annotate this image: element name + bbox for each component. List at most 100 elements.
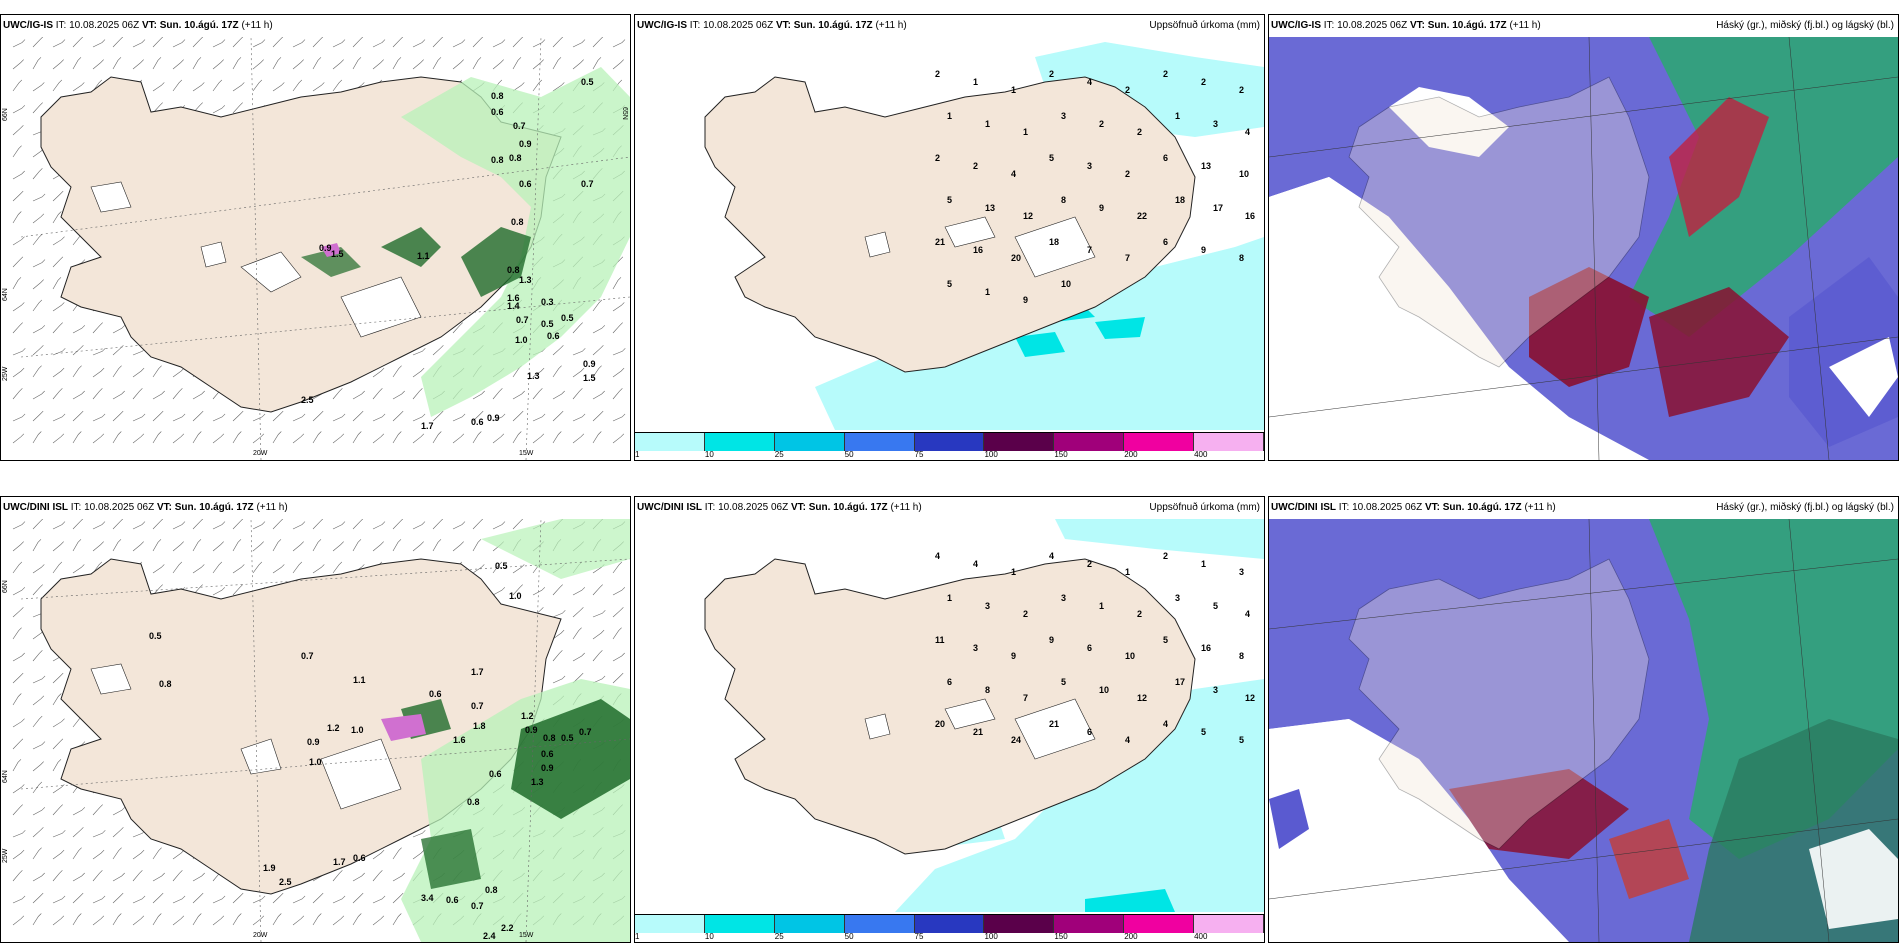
wind-value: 0.7	[301, 651, 314, 661]
wind-value: 1.9	[263, 863, 276, 873]
wind-barb	[592, 431, 602, 444]
colorbar-label: 100	[984, 450, 998, 459]
lat-label-64: 64N	[2, 288, 9, 301]
wind-barb	[52, 849, 65, 860]
precip-value: 6	[1163, 237, 1168, 247]
wind-barb	[152, 892, 164, 904]
wind-value: 0.8	[159, 679, 172, 689]
wind-value: 0.9	[319, 243, 332, 253]
precip-value: 8	[1239, 253, 1244, 263]
precip-map: 4 4 1 4 2 1 2 1 3 1 3 2 3 1 2 3 5 4 11 3 9 9 6 10 5 16 8 6 8 7 5 10 12 17…	[635, 519, 1264, 942]
precip-value: 8	[1061, 195, 1066, 205]
wind-barb	[352, 519, 364, 530]
precip-value: 3	[1213, 119, 1218, 129]
precip-value: 4	[1163, 719, 1168, 729]
precip-value: 12	[1245, 693, 1255, 703]
precip-value: 2	[973, 161, 978, 171]
wind-barb	[72, 82, 85, 92]
wind-barb	[52, 322, 63, 334]
precip-value: 4	[973, 559, 978, 569]
colorbar-segment	[1194, 915, 1264, 933]
wind-barb	[112, 892, 124, 904]
vt-label: VT:	[790, 502, 806, 513]
wind-value: 0.8	[509, 153, 522, 163]
colorbar-segment	[635, 433, 705, 451]
wind-barb	[132, 849, 145, 860]
wind-barb	[12, 849, 25, 860]
wind-barb	[232, 539, 242, 552]
wind-barb	[92, 59, 104, 70]
wind-barb	[412, 521, 426, 530]
precip-value: 9	[1011, 651, 1016, 661]
wind-barb	[152, 539, 162, 552]
precip-value: 5	[1239, 735, 1244, 745]
wind-barb	[612, 348, 626, 356]
wind-barb	[592, 37, 604, 48]
wind-barb	[452, 521, 466, 530]
cloud-map-svg	[1269, 519, 1898, 942]
wind-value-labels: 0.50.80.60.70.80.80.90.6 0.70.81.50.91.10…	[301, 77, 596, 431]
wind-barb	[412, 849, 425, 860]
wind-barb	[172, 39, 186, 48]
wind-barb	[332, 413, 346, 422]
wind-barb	[52, 413, 66, 422]
it-label: IT:	[1338, 502, 1350, 513]
wind-barb	[212, 105, 226, 114]
colorbar-segment	[1194, 433, 1264, 451]
wind-barb	[232, 37, 244, 48]
wind-value: 1.8	[473, 721, 486, 731]
wind-barb	[532, 388, 543, 400]
precip-value: 7	[1023, 693, 1028, 703]
wind-barb	[592, 610, 606, 618]
wind-barb	[152, 584, 163, 596]
wind-value: 1.5	[583, 373, 596, 383]
wind-barb	[52, 541, 64, 552]
wind-barb	[292, 915, 305, 926]
wind-barb	[152, 872, 165, 882]
wind-barb	[332, 433, 345, 444]
wind-barb	[392, 872, 405, 882]
wind-barb	[612, 627, 622, 640]
wind-value: 1.0	[309, 757, 322, 767]
wind-barb	[132, 388, 143, 400]
wind-barb	[152, 913, 162, 926]
wind-barb	[332, 39, 346, 48]
precip-map-panel-top: UWC/IG-IS IT: 10.08.2025 06Z VT: Sun. 10…	[634, 14, 1265, 461]
precip-value: 4	[1087, 77, 1092, 87]
wind-barb	[612, 322, 623, 334]
wind-barb	[52, 190, 64, 202]
wind-barb	[532, 59, 544, 70]
wind-barb	[52, 236, 65, 246]
wind-barb	[132, 895, 146, 904]
precip-colorbar: 1 10 25 50 75 100 150 200 400	[635, 432, 1264, 460]
precip-value: 4	[1245, 609, 1250, 619]
colorbar-label: 25	[774, 932, 784, 941]
vt-value: Sun. 10.ágú. 17Z	[174, 502, 254, 513]
wind-barb	[92, 79, 103, 92]
vt-value: Sun. 10.ágú. 17Z	[1442, 502, 1522, 513]
wind-map: 0.5 0.8 0.6 0.7 0.8 0.8 0.9 0.6 0.7 0.8 1.5 0.9 1.1 0…	[1, 37, 630, 460]
colorbar-segment	[774, 915, 845, 933]
wind-barb	[172, 870, 183, 882]
wind-barb	[372, 59, 384, 70]
it-value: 10.08.2025 06Z	[84, 502, 155, 513]
wind-barb	[12, 627, 22, 640]
wind-barb	[52, 561, 63, 574]
wind-barb	[12, 433, 25, 444]
colorbar-label: 400	[1194, 932, 1208, 941]
precip-value: 1	[973, 77, 978, 87]
wind-value: 0.6	[541, 749, 554, 759]
wind-barb	[232, 410, 244, 422]
wind-barb	[552, 584, 563, 596]
wind-barb	[552, 57, 562, 70]
precip-value: 2	[1163, 69, 1168, 79]
wind-barb	[512, 390, 525, 400]
colorbar-labels: 1 10 25 50 75 100 150 200 400	[635, 932, 1264, 942]
wind-barb	[572, 348, 586, 356]
wind-barb	[72, 325, 86, 334]
wind-barb	[192, 872, 205, 882]
wind-barb	[512, 57, 522, 70]
wind-barb	[332, 541, 344, 552]
wind-barb	[272, 539, 282, 552]
wind-barb	[332, 561, 343, 574]
